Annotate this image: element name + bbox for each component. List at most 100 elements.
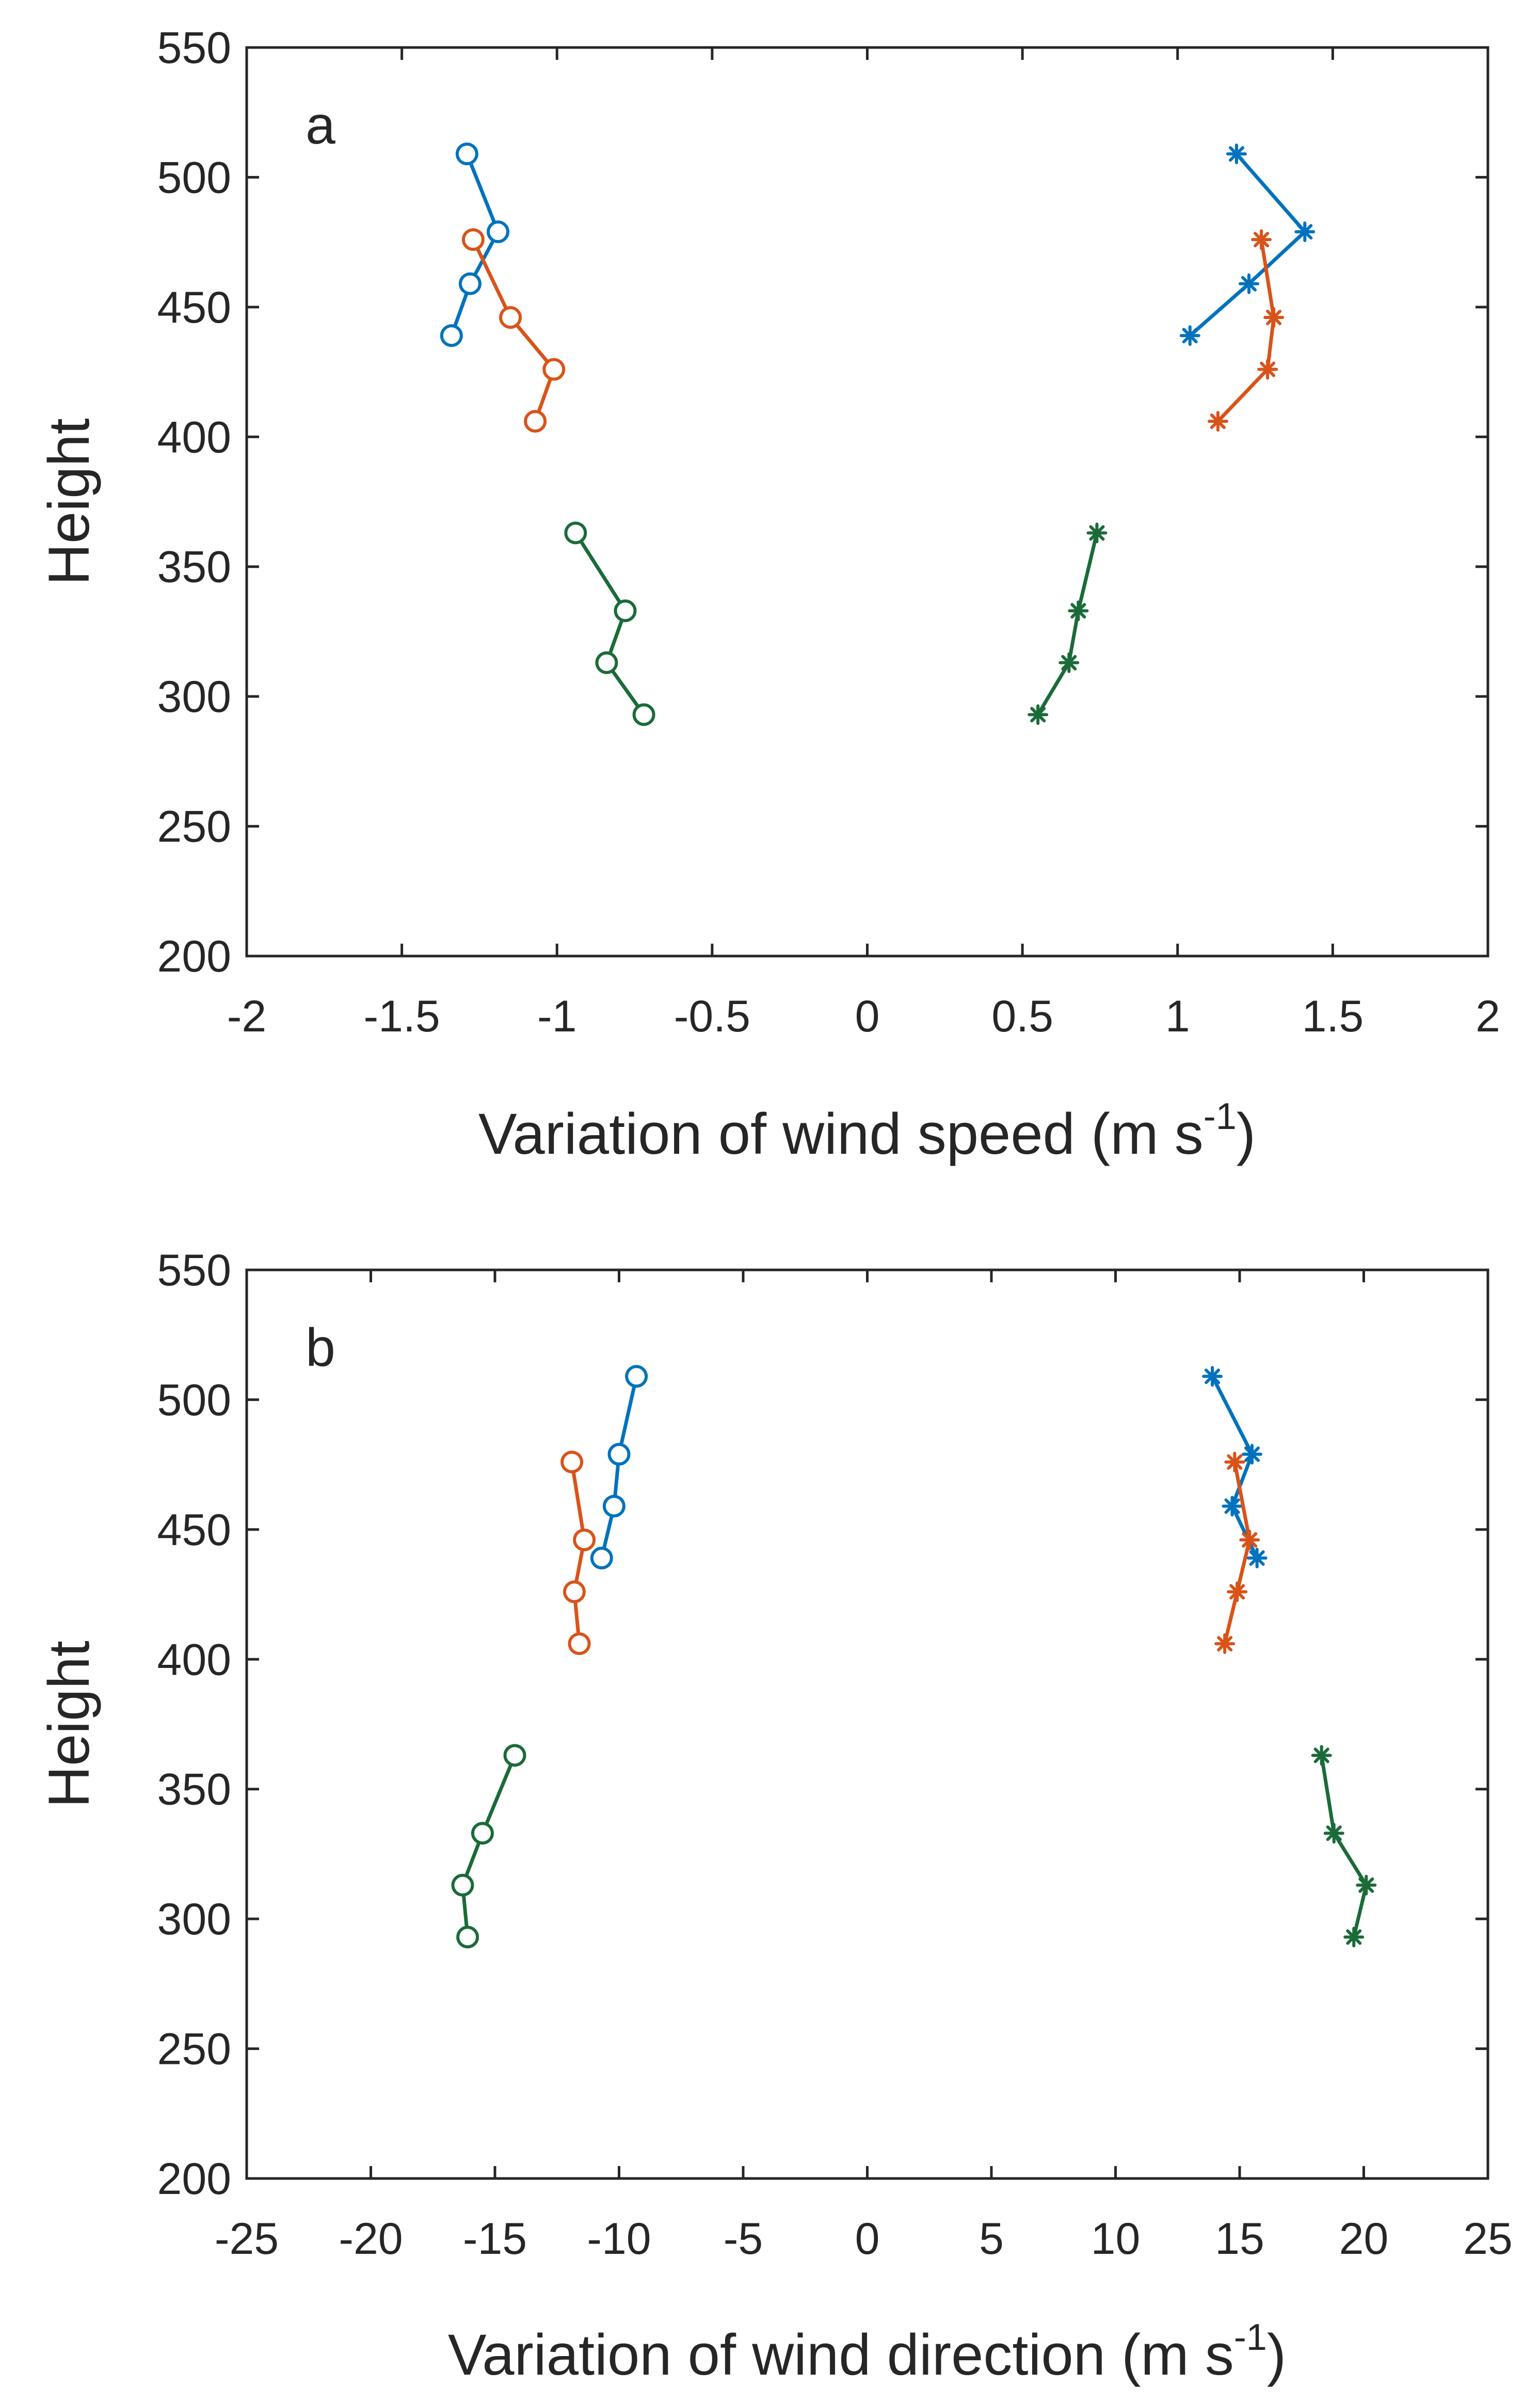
data-point-asterisk bbox=[1214, 1633, 1236, 1655]
y-tick-label: 350 bbox=[157, 1765, 232, 1815]
panel-label-b: b bbox=[306, 1318, 335, 1378]
data-point-asterisk bbox=[1239, 1529, 1260, 1550]
y-tick-label: 400 bbox=[157, 412, 232, 462]
x-tick-label: -25 bbox=[215, 2214, 279, 2264]
x-tick-label: 25 bbox=[1463, 2214, 1513, 2264]
data-point-circle bbox=[607, 1443, 631, 1466]
data-point-circle bbox=[568, 1632, 591, 1656]
data-point-circle bbox=[560, 1451, 584, 1474]
x-tick-labels-a: -2 -1.5 -1 -0.5 0 0.5 1 1.5 2 bbox=[227, 992, 1500, 1041]
y-tick-label: 450 bbox=[157, 1505, 232, 1555]
x-tick-label: 5 bbox=[979, 2214, 1004, 2264]
panel-a: -2 -1.5 -1 -0.5 0 0.5 1 1.5 2 200 250 300 350 400 450… bbox=[37, 23, 1500, 1166]
y-tick-labels-a: 200 250 300 350 400 450 500 550 bbox=[157, 23, 232, 981]
x-tick-label: 2 bbox=[1475, 992, 1500, 1041]
x-tick-label: -10 bbox=[587, 2214, 651, 2264]
series-green-positive bbox=[1311, 1745, 1377, 1948]
series-line bbox=[600, 1376, 638, 1559]
y-tick-label: 400 bbox=[157, 1635, 232, 1684]
data-point-asterisk bbox=[1058, 652, 1080, 673]
data-point-circle bbox=[461, 228, 485, 251]
series-line bbox=[461, 1754, 517, 1937]
series-a bbox=[440, 142, 1316, 726]
data-point-circle bbox=[602, 1494, 625, 1518]
data-point-circle bbox=[487, 220, 510, 244]
series-blue-negative bbox=[590, 1365, 648, 1570]
data-point-circle bbox=[590, 1547, 613, 1570]
y-tick-labels-b: 200 250 300 350 400 450 500 550 bbox=[157, 1246, 232, 2204]
y-tick-label: 350 bbox=[157, 543, 232, 592]
data-point-asterisk bbox=[1227, 1581, 1248, 1602]
y-tick-label: 200 bbox=[157, 932, 232, 981]
data-point-asterisk bbox=[1356, 1874, 1377, 1896]
y-axis-title-b: Height bbox=[37, 1641, 101, 1808]
series-orange-negative bbox=[461, 228, 566, 433]
data-point-circle bbox=[542, 358, 566, 381]
series-line bbox=[570, 1461, 586, 1644]
series-line bbox=[1189, 152, 1307, 337]
series-green-negative bbox=[564, 521, 655, 726]
series-line bbox=[1210, 1375, 1259, 1559]
series-line bbox=[471, 238, 556, 422]
y-axis-title-a: Height bbox=[37, 418, 101, 585]
data-point-circle bbox=[455, 142, 478, 166]
x-tick-label: 0 bbox=[855, 2214, 880, 2264]
data-point-asterisk bbox=[1222, 1496, 1243, 1517]
series-line bbox=[1036, 532, 1099, 716]
data-point-circle bbox=[471, 1822, 494, 1845]
series-orange-negative bbox=[560, 1451, 596, 1656]
series-green-positive bbox=[1028, 522, 1108, 725]
x-tick-label: 1.5 bbox=[1302, 992, 1364, 1041]
x-tick-label: -1 bbox=[537, 992, 576, 1041]
data-point-circle bbox=[564, 521, 587, 545]
panel-label-a: a bbox=[306, 96, 335, 155]
x-tick-label: -5 bbox=[724, 2214, 763, 2264]
data-point-circle bbox=[625, 1365, 648, 1388]
data-point-circle bbox=[451, 1873, 474, 1897]
data-point-asterisk bbox=[1323, 1823, 1344, 1844]
y-tick-label: 200 bbox=[157, 2154, 232, 2204]
ticks-a bbox=[245, 46, 1489, 958]
y-tick-label: 250 bbox=[157, 802, 232, 852]
y-tick-label: 500 bbox=[157, 1375, 232, 1425]
data-point-circle bbox=[573, 1528, 596, 1551]
series-line bbox=[1320, 1755, 1368, 1938]
y-tick-label: 550 bbox=[157, 23, 232, 73]
ticks-b bbox=[245, 1268, 1489, 2180]
x-tick-label: 20 bbox=[1339, 2214, 1389, 2264]
data-point-asterisk bbox=[1068, 600, 1089, 622]
x-axis-title-a: Variation of wind speed (m s-1) bbox=[478, 1096, 1256, 1166]
x-tick-label: 0 bbox=[855, 992, 880, 1041]
x-axis-title-b: Variation of wind direction (m s-1) bbox=[448, 2317, 1286, 2387]
data-point-circle bbox=[440, 324, 463, 347]
data-point-asterisk bbox=[1263, 307, 1285, 328]
data-point-asterisk bbox=[1202, 1366, 1223, 1387]
data-point-asterisk bbox=[1226, 144, 1247, 165]
series-line bbox=[1223, 1461, 1252, 1644]
data-point-asterisk bbox=[1086, 522, 1108, 544]
data-point-asterisk bbox=[1242, 1444, 1263, 1465]
data-point-asterisk bbox=[1239, 273, 1260, 294]
series-orange-positive bbox=[1214, 1452, 1260, 1655]
x-tick-label: -1.5 bbox=[364, 992, 440, 1041]
y-tick-label: 300 bbox=[157, 1895, 232, 1944]
y-tick-label: 250 bbox=[157, 2025, 232, 2074]
x-tick-label: -15 bbox=[463, 2214, 527, 2264]
y-tick-label: 450 bbox=[157, 283, 232, 332]
data-point-asterisk bbox=[1246, 1548, 1268, 1569]
series-line bbox=[1216, 239, 1276, 423]
x-tick-labels-b: -25 -20 -15 -10 -5 0 5 10 15 20 25 bbox=[215, 2214, 1513, 2264]
data-point-circle bbox=[524, 410, 547, 433]
data-point-asterisk bbox=[1257, 359, 1278, 380]
data-point-circle bbox=[632, 703, 655, 726]
series-line bbox=[574, 532, 646, 716]
panel-b: -25 -20 -15 -10 -5 0 5 10 15 20 25 200 250 300 350 400… bbox=[37, 1246, 1513, 2387]
data-point-circle bbox=[503, 1744, 526, 1767]
data-point-circle bbox=[456, 1926, 479, 1949]
series-orange-positive bbox=[1207, 229, 1285, 432]
data-point-circle bbox=[499, 306, 522, 329]
x-tick-label: 10 bbox=[1091, 2214, 1141, 2264]
data-point-circle bbox=[595, 651, 618, 674]
series-blue-positive bbox=[1202, 1366, 1268, 1569]
